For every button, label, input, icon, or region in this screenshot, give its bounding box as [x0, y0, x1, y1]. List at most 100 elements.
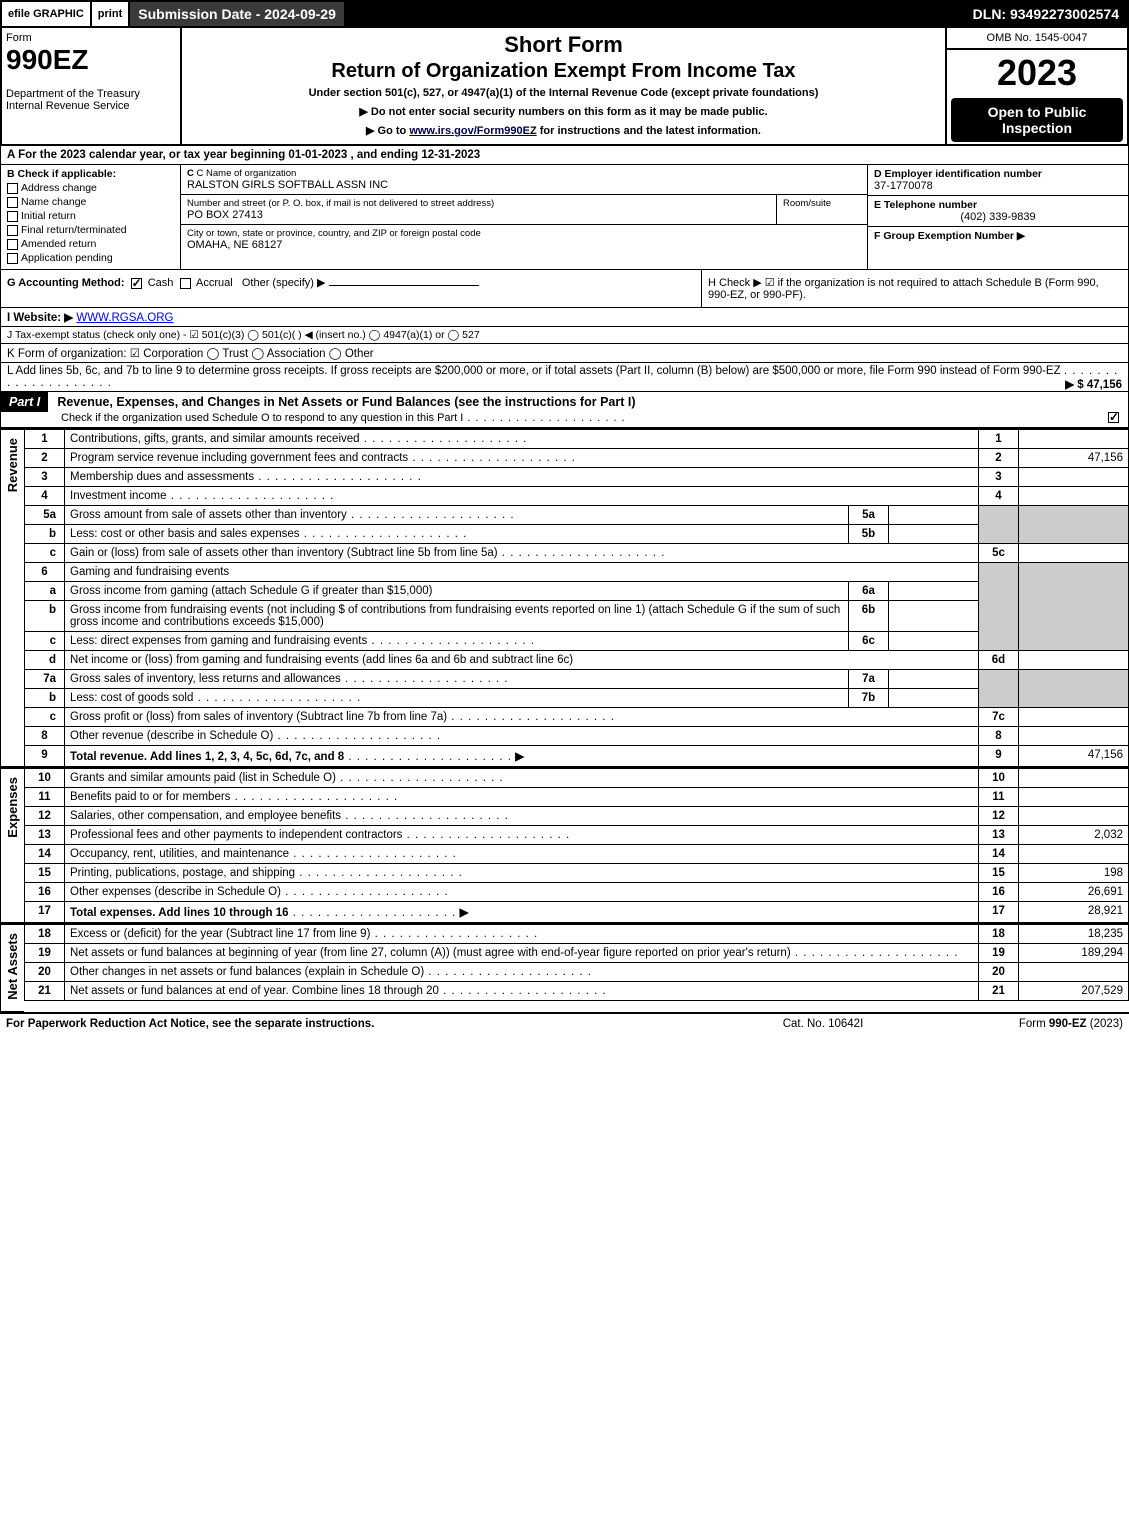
line-12: 12Salaries, other compensation, and empl…: [25, 807, 1129, 826]
section-h-schedule-b: H Check ▶ ☑ if the organization is not r…: [701, 270, 1128, 307]
revenue-table: 1Contributions, gifts, grants, and simil…: [24, 429, 1129, 767]
street-label: Number and street (or P. O. box, if mail…: [187, 198, 770, 209]
telephone-block: E Telephone number (402) 339-9839: [868, 196, 1128, 227]
l-text: L Add lines 5b, 6c, and 7b to line 9 to …: [7, 365, 1061, 377]
line-1: 1Contributions, gifts, grants, and simil…: [25, 430, 1129, 449]
line-6b: bGross income from fundraising events (n…: [25, 601, 1129, 632]
irs-link[interactable]: www.irs.gov/Form990EZ: [409, 125, 536, 137]
form-header: Form 990EZ Department of the Treasury In…: [0, 28, 1129, 146]
line-2: 2Program service revenue including gover…: [25, 449, 1129, 468]
row-a-calendar-year: A For the 2023 calendar year, or tax yea…: [0, 146, 1129, 165]
line-13: 13Professional fees and other payments t…: [25, 826, 1129, 845]
instruction-1: ▶ Do not enter social security numbers o…: [186, 105, 941, 118]
ein-value: 37-1770078: [874, 180, 1122, 192]
chk-final-return[interactable]: Final return/terminated: [7, 224, 174, 236]
department-label: Department of the Treasury Internal Reve…: [6, 88, 176, 112]
title-short-form: Short Form: [186, 32, 941, 58]
ein-label: D Employer identification number: [874, 168, 1122, 180]
line-5c: cGain or (loss) from sale of assets othe…: [25, 544, 1129, 563]
subtitle: Under section 501(c), 527, or 4947(a)(1)…: [186, 87, 941, 99]
topbar-spacer: [346, 2, 965, 26]
form-number: 990EZ: [6, 44, 176, 76]
efile-graphic-button[interactable]: efile GRAPHIC: [2, 2, 92, 26]
part-i-label: Part I: [1, 392, 48, 412]
chk-name-change[interactable]: Name change: [7, 196, 174, 208]
l-amount: ▶ $ 47,156: [1065, 377, 1122, 391]
header-center: Short Form Return of Organization Exempt…: [182, 28, 947, 144]
chk-accrual[interactable]: [180, 278, 191, 289]
revenue-section: Revenue 1Contributions, gifts, grants, a…: [0, 428, 1129, 767]
instr2-post: for instructions and the latest informat…: [537, 125, 761, 137]
line-7b: bLess: cost of goods sold7b: [25, 689, 1129, 708]
section-g-accounting: G Accounting Method: Cash Accrual Other …: [1, 270, 701, 307]
footer-paperwork: For Paperwork Reduction Act Notice, see …: [6, 1018, 723, 1030]
line-3: 3Membership dues and assessments3: [25, 468, 1129, 487]
section-c-org-info: C C Name of organization RALSTON GIRLS S…: [181, 165, 868, 269]
row-gh: G Accounting Method: Cash Accrual Other …: [0, 270, 1129, 308]
expenses-side-label: Expenses: [0, 768, 24, 923]
line-7c: cGross profit or (loss) from sales of in…: [25, 708, 1129, 727]
line-6c: cLess: direct expenses from gaming and f…: [25, 632, 1129, 651]
header-left: Form 990EZ Department of the Treasury In…: [2, 28, 182, 144]
chk-initial-return[interactable]: Initial return: [7, 210, 174, 222]
print-button[interactable]: print: [92, 2, 130, 26]
footer-catalog: Cat. No. 10642I: [723, 1018, 923, 1030]
revenue-side-label: Revenue: [0, 429, 24, 767]
chk-schedule-o[interactable]: [1108, 412, 1119, 423]
chk-application-pending[interactable]: Application pending: [7, 252, 174, 264]
top-bar: efile GRAPHIC print Submission Date - 20…: [0, 0, 1129, 28]
other-specify-line: [329, 285, 479, 286]
chk-cash[interactable]: [131, 278, 142, 289]
open-to-public: Open to Public Inspection: [951, 98, 1123, 142]
line-21: 21Net assets or fund balances at end of …: [25, 982, 1129, 1001]
line-18: 18Excess or (deficit) for the year (Subt…: [25, 925, 1129, 944]
footer-form-ref: Form 990-EZ (2023): [923, 1018, 1123, 1030]
org-name-block: C C Name of organization RALSTON GIRLS S…: [181, 165, 867, 195]
header-right: OMB No. 1545-0047 2023 Open to Public In…: [947, 28, 1127, 144]
line-14: 14Occupancy, rent, utilities, and mainte…: [25, 845, 1129, 864]
city-value: OMAHA, NE 68127: [187, 239, 861, 251]
line-5a: 5aGross amount from sale of assets other…: [25, 506, 1129, 525]
street-block: Number and street (or P. O. box, if mail…: [181, 195, 777, 224]
city-label: City or town, state or province, country…: [187, 228, 861, 239]
line-11: 11Benefits paid to or for members11: [25, 788, 1129, 807]
line-9: 9Total revenue. Add lines 1, 2, 3, 4, 5c…: [25, 746, 1129, 767]
org-name-label: C C Name of organization: [187, 168, 861, 179]
line-8: 8Other revenue (describe in Schedule O)8: [25, 727, 1129, 746]
row-i-website: I Website: ▶ WWW.RGSA.ORG: [0, 308, 1129, 327]
telephone-value: (402) 339-9839: [874, 211, 1122, 223]
expenses-table: 10Grants and similar amounts paid (list …: [24, 768, 1129, 923]
line-15: 15Printing, publications, postage, and s…: [25, 864, 1129, 883]
chk-amended-return[interactable]: Amended return: [7, 238, 174, 250]
dln-label: DLN: 93492273002574: [965, 2, 1127, 26]
line-19: 19Net assets or fund balances at beginni…: [25, 944, 1129, 963]
submission-date: Submission Date - 2024-09-29: [130, 2, 346, 26]
tax-year: 2023: [947, 50, 1127, 96]
line-10: 10Grants and similar amounts paid (list …: [25, 769, 1129, 788]
line-6d: dNet income or (loss) from gaming and fu…: [25, 651, 1129, 670]
line-20: 20Other changes in net assets or fund ba…: [25, 963, 1129, 982]
street-value: PO BOX 27413: [187, 209, 770, 221]
omb-number: OMB No. 1545-0047: [947, 28, 1127, 50]
line-4: 4Investment income4: [25, 487, 1129, 506]
city-block: City or town, state or province, country…: [181, 225, 867, 254]
part-i-header-row: Part I Revenue, Expenses, and Changes in…: [0, 392, 1129, 428]
website-label: I Website: ▶: [7, 312, 73, 324]
website-link[interactable]: WWW.RGSA.ORG: [76, 312, 173, 324]
part-i-title: Revenue, Expenses, and Changes in Net As…: [51, 392, 641, 412]
line-7a: 7aGross sales of inventory, less returns…: [25, 670, 1129, 689]
b-header: B Check if applicable:: [7, 168, 116, 180]
chk-address-change[interactable]: Address change: [7, 182, 174, 194]
section-d-e-f: D Employer identification number 37-1770…: [868, 165, 1128, 269]
line-6a: aGross income from gaming (attach Schedu…: [25, 582, 1129, 601]
net-assets-side-label: Net Assets: [0, 924, 24, 1012]
line-17: 17Total expenses. Add lines 10 through 1…: [25, 902, 1129, 923]
net-assets-section: Net Assets 18Excess or (deficit) for the…: [0, 923, 1129, 1012]
line-6: 6Gaming and fundraising events: [25, 563, 1129, 582]
net-assets-table: 18Excess or (deficit) for the year (Subt…: [24, 924, 1129, 1001]
instruction-2: ▶ Go to www.irs.gov/Form990EZ for instru…: [186, 124, 941, 137]
row-bcdef: B Check if applicable: Address change Na…: [0, 165, 1129, 270]
page-footer: For Paperwork Reduction Act Notice, see …: [0, 1012, 1129, 1034]
row-l-gross-receipts: L Add lines 5b, 6c, and 7b to line 9 to …: [0, 363, 1129, 392]
g-label: G Accounting Method:: [7, 277, 125, 289]
